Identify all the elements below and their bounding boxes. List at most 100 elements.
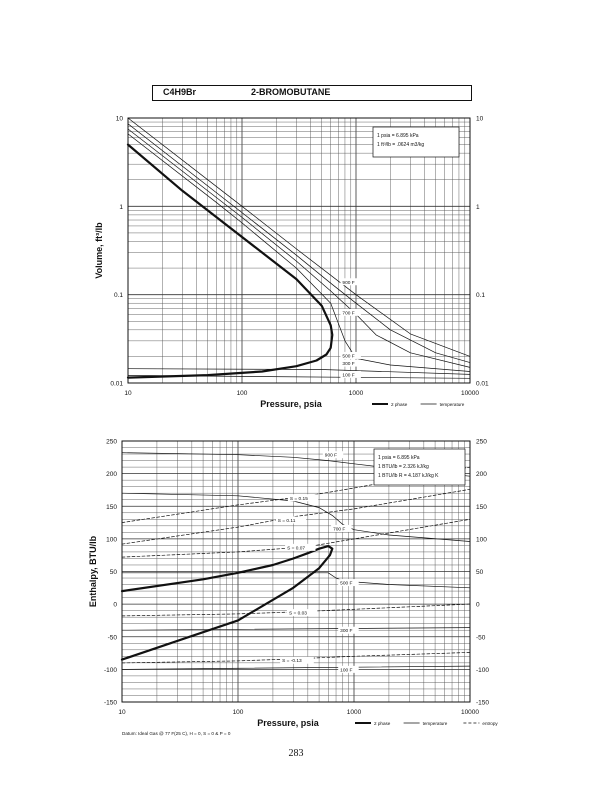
- temperature-line-5: [127, 128, 471, 368]
- x-tick-label: 1000: [347, 709, 362, 716]
- saturation-curve-1: [126, 143, 334, 379]
- curve-label: S = 0.07: [287, 545, 305, 551]
- y-tick-label: 0.1: [114, 292, 123, 299]
- legend-label: temperature: [440, 402, 465, 407]
- units-note-box: [373, 448, 466, 486]
- curve-label: 100 F: [340, 667, 352, 673]
- units-note: 1 psia = 6.895 kPa: [378, 455, 420, 461]
- chart-1: 900 F 700 F 500 F 300 F 100 F 10 100 1000 10000 0…: [94, 116, 489, 410]
- curve-label-bg: [285, 543, 316, 551]
- legend-label: temperature: [423, 721, 448, 726]
- legend-label: entropy: [482, 721, 498, 726]
- saturation-curve-1: [120, 544, 334, 661]
- y-tick-label-right: 0: [476, 602, 480, 609]
- x-axis-label: Pressure, psia: [260, 399, 323, 409]
- x-tick-label: 10: [124, 390, 132, 397]
- curve-label-bg: [286, 609, 318, 617]
- temperature-line-3: [127, 368, 471, 375]
- y-tick-label-right: -50: [476, 634, 486, 641]
- units-note: 1 BTU/lb = 2.326 kJ/kg: [378, 464, 429, 470]
- y-tick-label-right: 50: [476, 569, 484, 576]
- units-note: 1 psia = 6.895 kPa: [377, 133, 419, 139]
- curve-label-bg: [340, 308, 361, 316]
- y-tick-label: 100: [106, 536, 117, 543]
- curve-label-bg: [340, 370, 361, 378]
- curve-label: S = 0.03: [289, 611, 307, 617]
- y-tick-label: 150: [106, 504, 117, 511]
- curve-label: 300 F: [340, 628, 352, 634]
- curve-label-bg: [340, 278, 361, 286]
- temperature-line-6: [121, 665, 471, 670]
- y-tick-label: 50: [110, 569, 118, 576]
- curve-label: 900 F: [342, 280, 354, 286]
- temperature-line-2: [127, 375, 471, 379]
- temperature-line-3: [121, 492, 471, 542]
- y-tick-label: 1: [119, 204, 123, 211]
- curve-label: 900 F: [325, 453, 337, 459]
- curve-label: S = 0.15: [290, 496, 308, 502]
- x-tick-label: 10000: [461, 390, 479, 397]
- y-tick-label: 0.01: [110, 381, 123, 388]
- x-tick-label: 1000: [349, 390, 364, 397]
- y-tick-label: 0: [113, 602, 117, 609]
- curve-label-bg: [275, 516, 307, 524]
- plot-frame: [127, 117, 471, 384]
- legend-label: 2 phase: [374, 721, 391, 726]
- entropy-line-9: [121, 518, 471, 558]
- page-number: 283: [288, 748, 304, 759]
- x-tick-label: 10000: [461, 709, 479, 716]
- curve-label: 500 F: [342, 353, 354, 359]
- x-axis-label: Pressure, psia: [257, 718, 320, 728]
- temperature-line-5: [121, 627, 471, 631]
- units-note-box: [372, 126, 460, 158]
- y-tick-label-right: -100: [476, 667, 489, 674]
- units-note: 1 BTU/lb R = 4.187 kJ/kg K: [378, 473, 439, 479]
- curve-label-bg: [331, 524, 352, 532]
- curve-label-bg: [340, 359, 361, 367]
- y-tick-label-right: 150: [476, 504, 487, 511]
- y-tick-label-right: 1: [476, 204, 480, 211]
- curve-label-bg: [338, 665, 359, 673]
- y-tick-label: -100: [104, 667, 117, 674]
- plot-frame: [121, 440, 471, 703]
- units-note: 1 ft³/lb = .0624 m3/kg: [377, 142, 424, 148]
- compound-formula: C4H9Br: [163, 87, 197, 97]
- legend-label: 2 phase: [391, 402, 408, 407]
- entropy-line-8: [121, 488, 471, 545]
- curve-label-bg: [338, 626, 359, 634]
- datum-footnote: Datum: Ideal Gas @ 77 F(25 C), H = 0, S …: [122, 731, 231, 736]
- y-tick-label-right: -150: [476, 700, 489, 707]
- x-tick-label: 100: [237, 390, 248, 397]
- curve-label-bg: [280, 656, 314, 664]
- y-tick-label: 200: [106, 471, 117, 478]
- y-tick-label-right: 100: [476, 536, 487, 543]
- curve-label: S = -0.13: [282, 658, 302, 664]
- y-tick-label-right: 0.01: [476, 381, 489, 388]
- curve-label: 500 F: [340, 581, 352, 587]
- curve-label-bg: [340, 351, 361, 359]
- temperature-line-7: [127, 117, 471, 357]
- y-axis-label: Enthalpy, BTU/lb: [88, 535, 98, 607]
- y-tick-label-right: 0.1: [476, 292, 485, 299]
- y-tick-label: -50: [108, 634, 118, 641]
- y-tick-label-right: 250: [476, 439, 487, 446]
- x-tick-label: 100: [233, 709, 244, 716]
- y-tick-label-right: 10: [476, 116, 484, 123]
- curve-label: 100 F: [342, 372, 354, 378]
- x-tick-label: 10: [118, 709, 126, 716]
- curve-label: S = 0.11: [278, 518, 296, 524]
- temperature-line-4: [127, 133, 471, 372]
- chart-2: 900 F S = 0.15 S = 0.11 700 F S = 0.07 500 F S…: [88, 439, 498, 737]
- y-tick-label-right: 200: [476, 471, 487, 478]
- compound-name: 2-BROMOBUTANE: [251, 87, 331, 97]
- curve-label-bg: [322, 451, 344, 459]
- y-tick-label: 10: [116, 116, 124, 123]
- chart-title-box: C4H9Br 2-BROMOBUTANE: [152, 85, 472, 101]
- curve-label: 300 F: [342, 361, 354, 367]
- y-tick-label: -150: [104, 700, 117, 707]
- y-axis-label: Volume, ft³/lb: [94, 222, 104, 279]
- curve-label-bg: [338, 579, 359, 587]
- curve-label-bg: [287, 494, 319, 502]
- y-tick-label: 250: [106, 439, 117, 446]
